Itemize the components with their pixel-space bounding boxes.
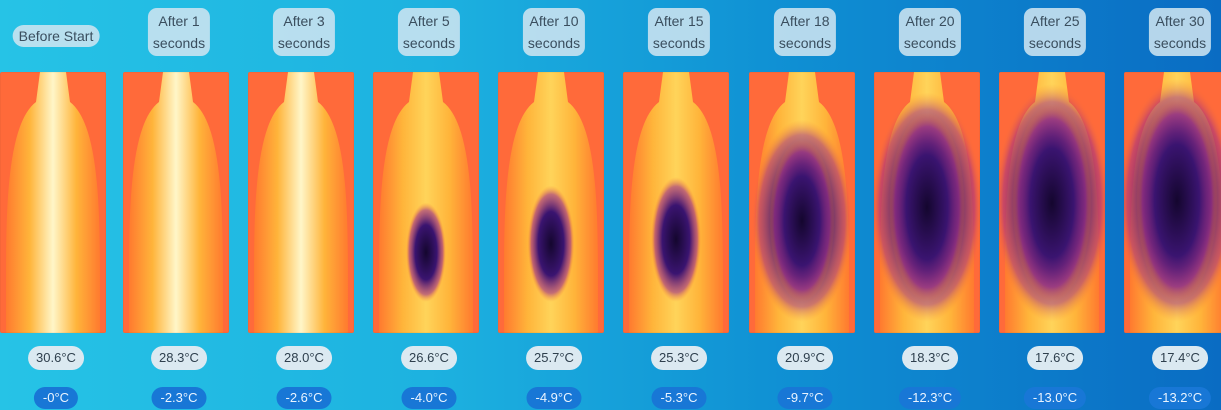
temperature-badge: 25.7°C [526,346,582,370]
frame-time-label-line: seconds [778,35,832,51]
frame-time-label-line: After 1 [158,13,200,29]
thermal-image [498,72,604,333]
frame-time-label-line: seconds [1153,35,1207,51]
frame-time-label: After 1 seconds [147,8,211,56]
frame-2: After 3 seconds 28.0°C -2.6°C [248,0,360,410]
frame-time-label: After 20 seconds [898,8,962,56]
frame-time-label-line: After 3 [283,13,325,29]
thermal-image [874,72,980,333]
frame-time-label: After 5 seconds [397,8,461,56]
thermal-image [749,72,855,333]
thermal-image [248,72,354,333]
frame-time-label-line: Before Start [18,28,94,44]
temperature-drop-badge: -9.7°C [777,387,833,409]
frame-time-label-line: After 30 [1155,13,1205,29]
frame-time-label: Before Start [12,25,100,47]
frame-time-label: After 15 seconds [647,8,711,56]
frame-9: After 30 seconds 17.4°C -13.2°C [1124,0,1221,410]
temperature-badge: 17.4°C [1152,346,1208,370]
frame-1: After 1 seconds 28.3°C -2.3°C [123,0,235,410]
temperature-badge: 26.6°C [401,346,457,370]
temperature-drop-badge: -2.6°C [276,387,332,409]
frame-time-label-line: seconds [652,35,706,51]
frame-time-label-line: seconds [152,35,206,51]
frame-4: After 10 seconds 25.7°C -4.9°C [498,0,610,410]
temperature-drop-badge: -12.3°C [898,387,962,409]
frame-8: After 25 seconds 17.6°C -13.0°C [999,0,1111,410]
thermal-image [123,72,229,333]
temperature-drop-badge: -0°C [33,387,79,409]
temperature-drop-badge: -2.3°C [151,387,207,409]
frame-time-label-line: seconds [527,35,581,51]
temperature-drop-badge: -13.2°C [1148,387,1212,409]
temperature-badge: 20.9°C [777,346,833,370]
frame-time-label-line: seconds [402,35,456,51]
frame-time-label-line: After 15 [654,13,704,29]
frame-time-label: After 25 seconds [1023,8,1087,56]
frame-time-label-line: After 18 [780,13,830,29]
temperature-badge: 18.3°C [902,346,958,370]
temperature-drop-badge: -5.3°C [651,387,707,409]
frame-time-label: After 18 seconds [773,8,837,56]
frame-time-label-line: After 20 [905,13,955,29]
frame-time-label-line: seconds [903,35,957,51]
frame-time-label-line: seconds [277,35,331,51]
temperature-badge: 28.0°C [276,346,332,370]
frame-time-label-line: After 10 [529,13,579,29]
frame-7: After 20 seconds 18.3°C -12.3°C [874,0,986,410]
temperature-drop-badge: -4.0°C [401,387,457,409]
frame-time-label: After 30 seconds [1148,8,1212,56]
thermal-image [373,72,479,333]
frame-time-label: After 10 seconds [522,8,586,56]
temperature-badge: 25.3°C [651,346,707,370]
frame-time-label-line: seconds [1028,35,1082,51]
frame-time-label-line: After 25 [1030,13,1080,29]
frame-3: After 5 seconds 26.6°C -4.0°C [373,0,485,410]
frame-0: Before Start 30.6°C -0°C [0,0,112,410]
temperature-drop-badge: -13.0°C [1023,387,1087,409]
thermal-image [1124,72,1221,333]
frame-time-label: After 3 seconds [272,8,336,56]
temperature-drop-badge: -4.9°C [526,387,582,409]
temperature-badge: 28.3°C [151,346,207,370]
frame-6: After 18 seconds 20.9°C -9.7°C [749,0,861,410]
temperature-badge: 30.6°C [28,346,84,370]
frame-time-label-line: After 5 [408,13,450,29]
thermal-image [623,72,729,333]
thermal-image [999,72,1105,333]
frame-5: After 15 seconds 25.3°C -5.3°C [623,0,735,410]
thermal-image [0,72,106,333]
temperature-badge: 17.6°C [1027,346,1083,370]
